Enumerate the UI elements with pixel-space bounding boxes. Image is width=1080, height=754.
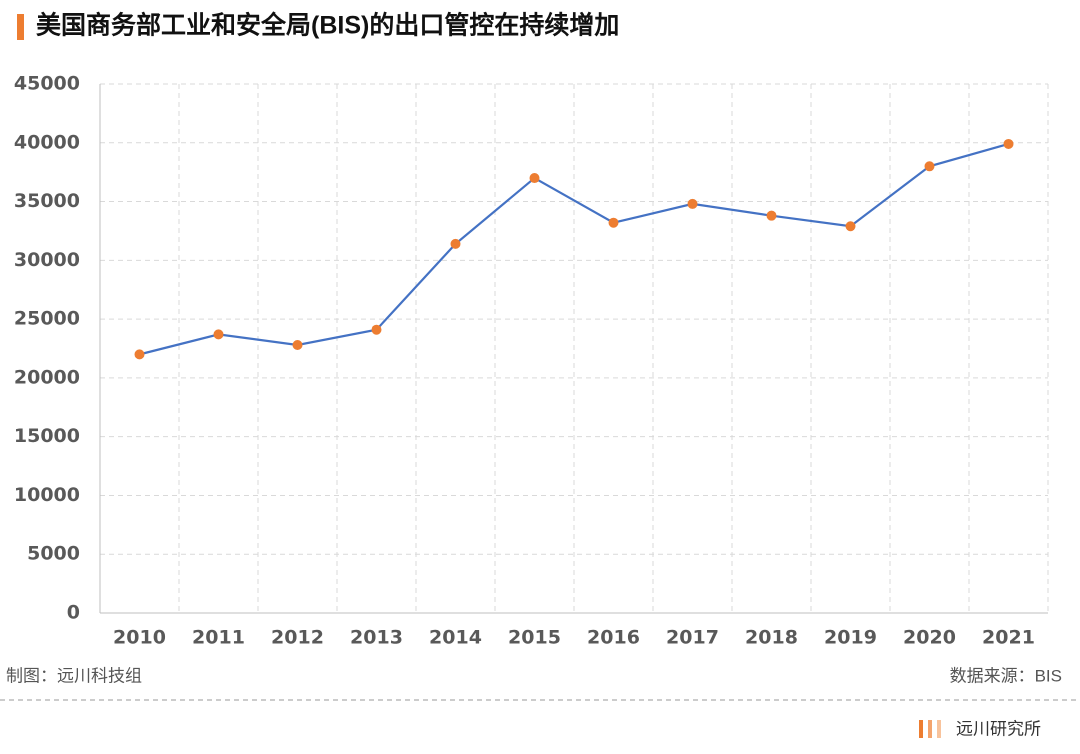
- data-point: [371, 324, 382, 335]
- x-tick-label: 2021: [982, 627, 1035, 649]
- y-tick-label: 35000: [14, 190, 80, 212]
- x-tick-label: 2016: [587, 627, 640, 649]
- y-tick-label: 20000: [14, 366, 80, 388]
- x-tick-label: 2010: [113, 627, 166, 649]
- logo-bar: [928, 720, 932, 738]
- data-point: [608, 217, 619, 228]
- x-tick-label: 2011: [192, 627, 245, 649]
- brand-logo: [919, 720, 941, 738]
- x-tick-label: 2012: [271, 627, 324, 649]
- data-line: [139, 142, 1009, 356]
- brand: 远川研究所: [956, 719, 1041, 738]
- x-tick-label: 2013: [350, 627, 403, 649]
- logo-bar: [919, 720, 923, 738]
- y-tick-label: 15000: [14, 425, 80, 447]
- data-point: [1003, 138, 1014, 149]
- y-tick-label: 45000: [14, 73, 80, 95]
- y-tick-label: 25000: [14, 308, 80, 330]
- data-point: [134, 349, 145, 360]
- x-tick-label: 2015: [508, 627, 561, 649]
- y-tick-label: 5000: [27, 543, 80, 565]
- x-tick-label: 2017: [666, 627, 719, 649]
- y-tick-label: 40000: [14, 131, 80, 153]
- data-point: [450, 238, 461, 249]
- chart-title: 美国商务部工业和安全局(BIS)的出口管控在持续增加: [36, 11, 619, 40]
- logo-bar: [937, 720, 941, 738]
- data-point: [292, 339, 303, 350]
- y-tick-label: 10000: [14, 484, 80, 506]
- data-point: [924, 161, 935, 172]
- credit: 制图：远川科技组: [6, 666, 142, 685]
- x-tick-label: 2018: [745, 627, 798, 649]
- source: 数据来源：BIS: [950, 666, 1062, 685]
- y-tick-label: 30000: [14, 249, 80, 271]
- y-tick-label: 0: [67, 602, 80, 624]
- x-tick-label: 2014: [429, 627, 482, 649]
- data-point: [213, 329, 224, 340]
- data-point: [766, 210, 777, 221]
- x-tick-label: 2020: [903, 627, 956, 649]
- data-point: [845, 221, 856, 232]
- x-tick-label: 2019: [824, 627, 877, 649]
- title-marker: [17, 14, 24, 40]
- data-point: [529, 173, 540, 184]
- data-point: [687, 198, 698, 209]
